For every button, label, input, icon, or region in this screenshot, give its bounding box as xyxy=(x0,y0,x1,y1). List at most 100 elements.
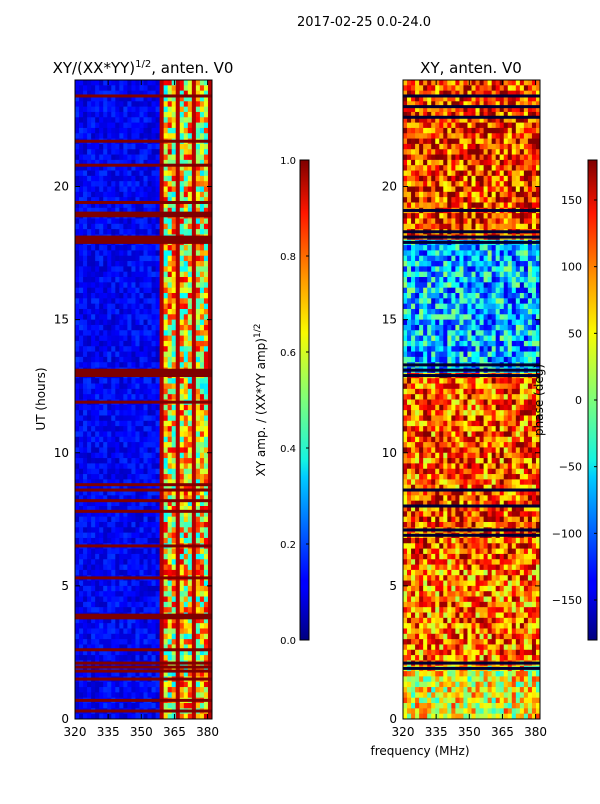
heatmap-cell xyxy=(95,293,99,299)
heatmap-cell xyxy=(103,565,107,571)
heatmap-cell xyxy=(427,80,431,86)
heatmap-cell xyxy=(492,139,496,145)
heatmap-cell xyxy=(123,581,127,587)
heatmap-cell xyxy=(111,687,115,693)
heatmap-cell xyxy=(111,224,115,230)
heatmap-cell xyxy=(168,431,172,437)
heatmap-cell xyxy=(87,410,91,416)
heatmap-cell xyxy=(172,469,176,475)
heatmap-cell xyxy=(148,415,152,421)
heatmap-cell xyxy=(196,288,200,294)
heatmap-cell xyxy=(459,202,463,208)
heatmap-cell xyxy=(415,197,419,203)
heatmap-cell xyxy=(95,410,99,416)
heatmap-cell xyxy=(87,389,91,395)
heatmap-cell xyxy=(463,128,467,134)
heatmap-cell xyxy=(196,155,200,161)
heatmap-cell xyxy=(184,602,188,608)
heatmap-cell xyxy=(115,692,119,698)
heatmap-cell xyxy=(419,144,423,150)
heatmap-cell xyxy=(75,336,79,342)
heatmap-cell xyxy=(131,128,135,134)
heatmap-cell xyxy=(83,314,87,320)
heatmap-cell xyxy=(144,107,148,113)
heatmap-cell xyxy=(164,533,168,539)
heatmap-cell xyxy=(103,117,107,123)
heatmap-cell xyxy=(107,415,111,421)
heatmap-cell xyxy=(115,336,119,342)
heatmap-cell xyxy=(172,591,176,597)
heatmap-cell xyxy=(168,655,172,661)
heatmap-cell xyxy=(188,288,192,294)
heatmap-cell xyxy=(152,559,156,565)
heatmap-cell xyxy=(131,282,135,288)
heatmap-cell xyxy=(423,181,427,187)
heatmap-cell xyxy=(131,591,135,597)
heatmap-cell xyxy=(196,256,200,262)
heatmap-cell xyxy=(188,192,192,198)
heatmap-cell xyxy=(484,165,488,171)
heatmap-cell xyxy=(91,250,95,256)
heatmap-cell xyxy=(160,602,164,608)
heatmap-cell xyxy=(135,320,139,326)
heatmap-cell xyxy=(115,447,119,453)
heatmap-cell xyxy=(192,517,196,523)
heatmap-cell xyxy=(103,394,107,400)
heatmap-cell xyxy=(144,522,148,528)
heatmap-cell xyxy=(427,165,431,171)
heatmap-cell xyxy=(123,288,127,294)
heatmap-cell xyxy=(127,628,131,634)
heatmap-cell xyxy=(520,139,524,145)
heatmap-cell xyxy=(168,123,172,129)
heatmap-cell xyxy=(131,639,135,645)
heatmap-cell xyxy=(488,202,492,208)
heatmap-cell xyxy=(87,266,91,272)
heatmap-cell xyxy=(532,171,536,177)
heatmap-cell xyxy=(192,288,196,294)
heatmap-cell xyxy=(172,692,176,698)
heatmap-cell xyxy=(91,304,95,310)
heatmap-cell xyxy=(127,559,131,565)
heatmap-cell xyxy=(107,389,111,395)
heatmap-cell xyxy=(103,341,107,347)
heatmap-cell xyxy=(99,325,103,331)
heatmap-cell xyxy=(115,469,119,475)
heatmap-cell xyxy=(439,85,443,91)
heatmap-cell xyxy=(184,378,188,384)
heatmap-cell xyxy=(123,224,127,230)
heatmap-cell xyxy=(107,224,111,230)
heatmap-cell xyxy=(152,362,156,368)
heatmap-cell xyxy=(160,554,164,560)
heatmap-cell xyxy=(131,565,135,571)
heatmap-cell xyxy=(87,570,91,576)
heatmap-cell xyxy=(447,202,451,208)
heatmap-cell xyxy=(176,634,180,640)
heatmap-cell xyxy=(111,107,115,113)
heatmap-cell xyxy=(484,128,488,134)
heatmap-cell xyxy=(164,378,168,384)
heatmap-cell xyxy=(168,218,172,224)
heatmap-cell xyxy=(184,171,188,177)
heatmap-cell xyxy=(144,463,148,469)
heatmap-cell xyxy=(148,687,152,693)
heatmap-cell xyxy=(83,357,87,363)
heatmap-cell xyxy=(139,293,143,299)
heatmap-cell xyxy=(111,304,115,310)
heatmap-cell xyxy=(123,245,127,251)
heatmap-cell xyxy=(164,85,168,91)
heatmap-cell xyxy=(439,128,443,134)
heatmap-cell xyxy=(135,80,139,86)
heatmap-cell xyxy=(188,229,192,235)
heatmap-cell xyxy=(91,554,95,560)
heatmap-cell xyxy=(176,192,180,198)
heatmap-cell xyxy=(87,101,91,107)
heatmap-cell xyxy=(107,85,111,91)
heatmap-cell xyxy=(131,469,135,475)
heatmap-cell xyxy=(135,176,139,182)
heatmap-cell xyxy=(500,155,504,161)
heatmap-cell xyxy=(492,187,496,193)
heatmap-cell xyxy=(407,171,411,177)
heatmap-cell xyxy=(83,128,87,134)
heatmap-cell xyxy=(139,107,143,113)
heatmap-cell xyxy=(160,341,164,347)
